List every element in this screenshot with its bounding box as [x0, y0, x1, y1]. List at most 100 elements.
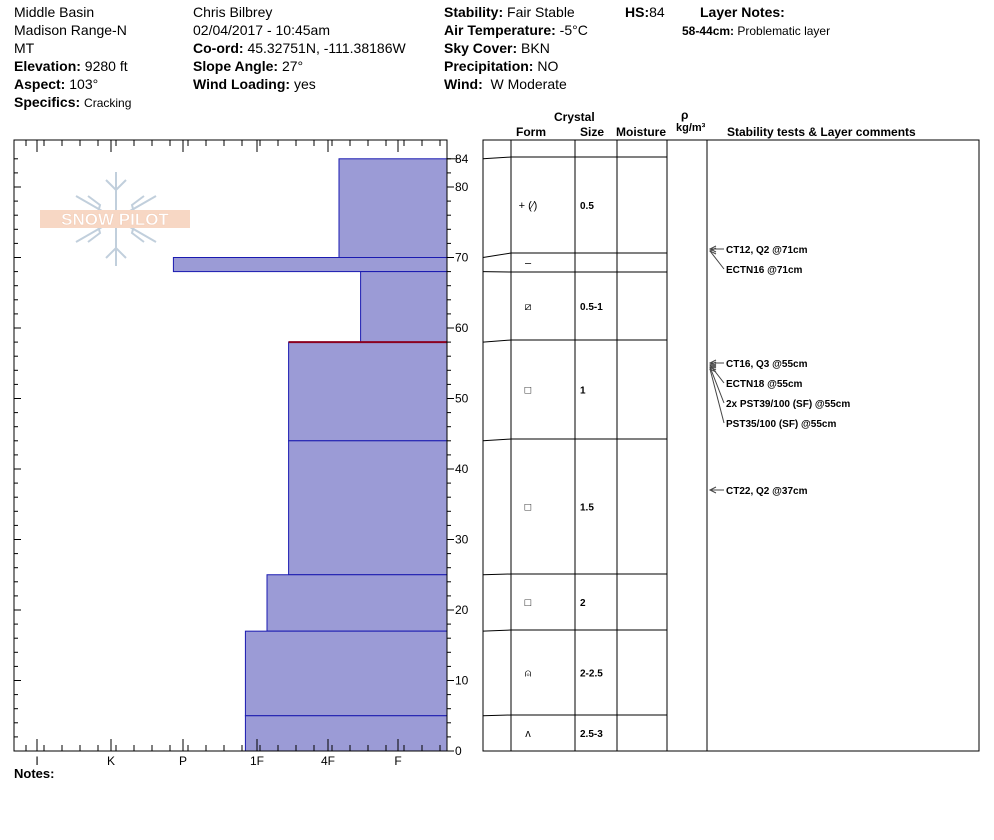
- depth-connector: [482, 714, 512, 717]
- hardness-bar: [244, 715, 448, 752]
- test-leader-line: [709, 250, 725, 270]
- layer-notes-title: Layer Notes:: [700, 4, 785, 20]
- wind-row: Wind: W Moderate: [444, 76, 567, 92]
- specifics-label: Specifics:: [14, 94, 81, 110]
- grain-form-symbol: + (⁄): [519, 200, 538, 212]
- grain-form-symbol: –: [525, 258, 532, 270]
- test-leader-line: [709, 368, 725, 424]
- grain-form-symbol: ⧄: [525, 301, 532, 313]
- stability-test-label: CT12, Q2 @71cm: [726, 245, 808, 256]
- layer-note-text: Problematic layer: [737, 24, 831, 38]
- y-tick-label: 50: [455, 392, 469, 406]
- stability-test-label: ECTN18 @55cm: [726, 379, 803, 390]
- test-arrow-icon: [708, 486, 717, 494]
- elevation-row: Elevation: 9280 ft: [14, 58, 128, 74]
- grain-form-symbol: ⍝: [525, 668, 532, 680]
- header-crystal: Crystal: [554, 110, 595, 124]
- test-leader-line: [709, 366, 725, 404]
- layer-note-range: 58-44cm:: [682, 24, 735, 38]
- depth-connector: [482, 156, 512, 160]
- y-tick-label: 60: [455, 321, 469, 335]
- stability-test-label: CT16, Q3 @55cm: [726, 359, 808, 370]
- header-size: Size: [580, 125, 605, 139]
- y-tick-label: 70: [455, 251, 469, 265]
- hardness-bar: [338, 158, 448, 258]
- slope-value: 27°: [281, 58, 304, 74]
- x-tick-label: I: [35, 754, 38, 768]
- specifics-row: Specifics: Cracking: [14, 94, 131, 110]
- hs-row: HS:84: [625, 4, 665, 20]
- aspect-value: 103°: [69, 76, 99, 92]
- elevation-label: Elevation:: [14, 58, 81, 74]
- y-tick-label: 84: [455, 152, 469, 166]
- y-tick-label: 30: [455, 533, 469, 547]
- coord-row: Co-ord: 45.32751N, -111.38186W: [193, 40, 406, 56]
- depth-connector: [482, 629, 512, 632]
- wind-value: W Moderate: [490, 76, 567, 92]
- location-name: Middle Basin: [14, 4, 95, 20]
- sky-cover-value: BKN: [521, 40, 550, 56]
- location-range: Madison Range-N: [14, 22, 127, 38]
- x-tick-label: 1F: [250, 754, 264, 768]
- profile-table-frame: [482, 139, 980, 752]
- x-tick-label: K: [107, 754, 115, 768]
- hardness-bar: [360, 271, 448, 343]
- stability-row: Stability: Fair Stable: [444, 4, 575, 20]
- grain-size: 1.5: [580, 503, 594, 514]
- snowpilot-logo: SNOW PILOT: [40, 172, 190, 266]
- chart-frame: [13, 139, 448, 752]
- depth-connector: [482, 339, 512, 343]
- y-tick-label: 0: [455, 744, 462, 758]
- hs-value: 84: [649, 4, 665, 20]
- test-arrow-icon: [708, 247, 717, 255]
- stability-test-label: CT22, Q2 @37cm: [726, 486, 808, 497]
- slope-label: Slope Angle:: [193, 58, 279, 74]
- air-temp-label: Air Temperature:: [444, 22, 556, 38]
- wind-loading-value: yes: [293, 76, 316, 92]
- depth-connector: [482, 573, 512, 576]
- hardness-bar: [288, 341, 448, 442]
- stability-label: Stability:: [444, 4, 504, 20]
- layer-note: 58-44cm: Problematic layer: [682, 24, 830, 38]
- grain-form-symbol: □: [525, 597, 532, 609]
- air-temp-row: Air Temperature: -5°C: [444, 22, 588, 38]
- hardness-bar: [288, 440, 448, 576]
- x-tick-label: P: [179, 754, 187, 768]
- logo-banner: [40, 210, 190, 228]
- stability-value: Fair Stable: [507, 4, 575, 20]
- y-tick-label: 10: [455, 674, 469, 688]
- grain-size: 2.5-3: [580, 729, 603, 740]
- observer-name: Chris Bilbrey: [193, 4, 273, 20]
- coord-value: 45.32751N, -111.38186W: [247, 40, 406, 56]
- precipitation-label: Precipitation:: [444, 58, 534, 74]
- depth-connector: [482, 252, 512, 258]
- grain-form-symbol: ʌ: [525, 728, 531, 740]
- aspect-row: Aspect: 103°: [14, 76, 98, 92]
- header-density-unit: kg/m³: [676, 122, 706, 134]
- x-tick-label: F: [394, 754, 401, 768]
- sky-cover-row: Sky Cover: BKN: [444, 40, 550, 56]
- observation-datetime: 02/04/2017 - 10:45am: [193, 22, 330, 38]
- x-tick-label: 4F: [321, 754, 335, 768]
- y-tick-label: 20: [455, 603, 469, 617]
- elevation-value: 9280 ft: [84, 58, 128, 74]
- precipitation-row: Precipitation: NO: [444, 58, 558, 74]
- hardness-bar: [244, 630, 448, 717]
- stability-test-label: PST35/100 (SF) @55cm: [726, 419, 836, 430]
- slope-row: Slope Angle: 27°: [193, 58, 303, 74]
- y-tick-label: 80: [455, 180, 469, 194]
- header-stability-comments: Stability tests & Layer comments: [727, 125, 916, 139]
- grain-size: 2-2.5: [580, 669, 603, 680]
- sky-cover-label: Sky Cover:: [444, 40, 518, 56]
- grain-size: 2: [580, 598, 586, 609]
- stability-test-label: ECTN16 @71cm: [726, 265, 803, 276]
- air-temp-value: -5°C: [559, 22, 588, 38]
- header-moisture: Moisture: [616, 125, 667, 139]
- logo-text: SNOW PILOT: [61, 210, 169, 229]
- location-state: MT: [14, 40, 35, 56]
- wind-loading-label: Wind Loading:: [193, 76, 291, 92]
- coord-label: Co-ord:: [193, 40, 244, 56]
- hardness-bar: [266, 574, 448, 632]
- test-arrow-icon: [708, 363, 717, 371]
